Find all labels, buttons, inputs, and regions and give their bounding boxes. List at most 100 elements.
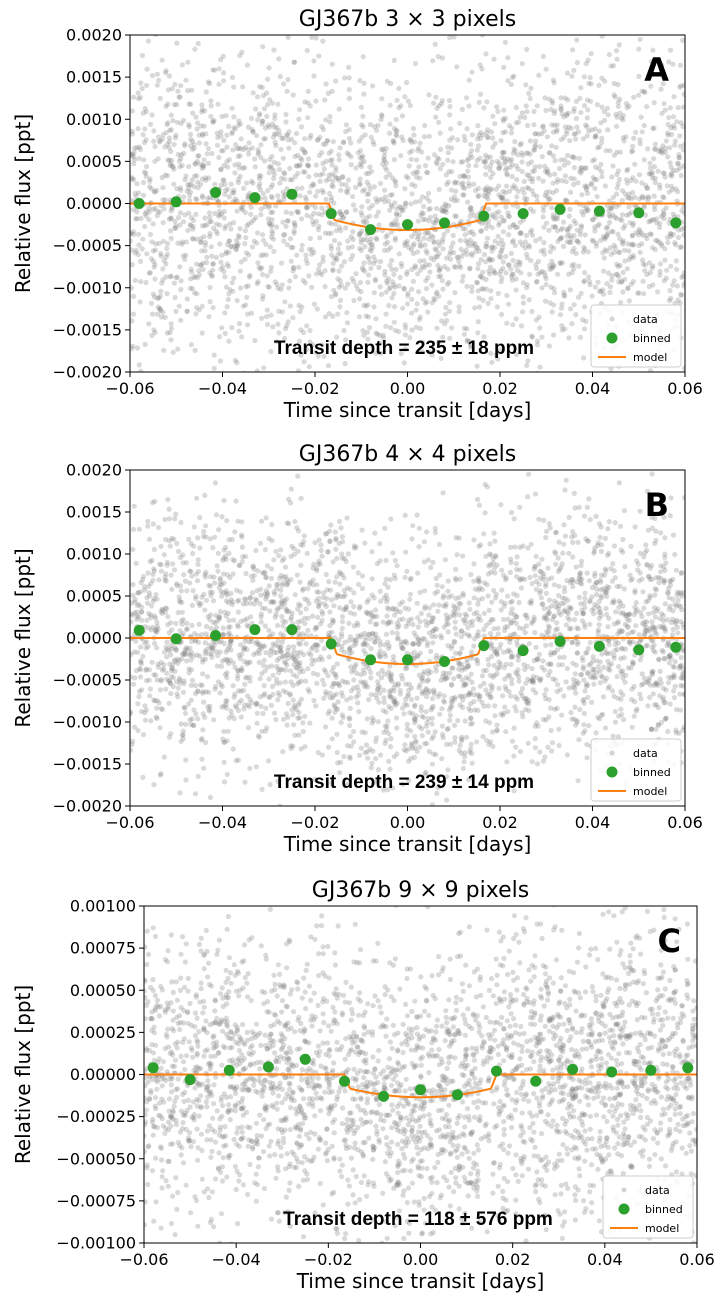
data-point <box>603 225 610 231</box>
data-point <box>650 245 656 251</box>
data-point <box>632 194 638 200</box>
data-point <box>130 151 134 157</box>
data-point <box>297 162 303 168</box>
data-point <box>452 694 458 700</box>
data-point <box>147 270 153 276</box>
data-point <box>203 597 210 604</box>
data-point <box>298 666 304 672</box>
data-point <box>270 672 276 678</box>
data-point <box>492 121 498 127</box>
data-point <box>487 167 493 173</box>
data-point <box>431 239 437 245</box>
data-point <box>592 224 598 230</box>
data-point <box>617 610 624 616</box>
data-point <box>579 607 585 613</box>
data-point <box>183 252 189 258</box>
binned-point <box>170 196 182 208</box>
data-point <box>542 163 548 169</box>
data-point <box>620 269 626 276</box>
data-point <box>240 84 246 90</box>
data-point <box>482 510 488 516</box>
data-point <box>501 160 508 167</box>
data-point <box>304 260 310 267</box>
data-point <box>471 611 477 617</box>
data-point <box>477 62 483 68</box>
data-point <box>355 700 361 706</box>
data-point <box>430 219 436 225</box>
data-point <box>646 171 652 177</box>
data-point <box>223 701 229 708</box>
data-point <box>221 137 227 143</box>
data-point <box>494 651 500 657</box>
data-point <box>298 746 304 752</box>
data-point <box>267 652 273 658</box>
data-point <box>462 185 468 191</box>
data-point <box>630 222 636 229</box>
data-point <box>227 574 233 581</box>
data-point <box>282 299 288 305</box>
data-point <box>218 129 224 135</box>
data-point <box>619 628 625 635</box>
data-point <box>550 262 556 268</box>
data-point <box>478 542 484 548</box>
data-point <box>176 675 183 682</box>
data-point <box>464 613 470 619</box>
data-point <box>220 632 226 638</box>
data-point <box>662 716 668 723</box>
data-point <box>180 732 186 738</box>
data-point <box>295 210 301 216</box>
data-point <box>295 152 301 158</box>
data-point <box>174 581 180 587</box>
data-point <box>235 672 241 679</box>
data-point <box>401 711 407 717</box>
data-point <box>293 163 299 169</box>
data-point <box>537 163 543 170</box>
data-point <box>490 170 496 177</box>
data-point <box>429 615 436 621</box>
data-point <box>263 314 270 320</box>
data-point <box>338 719 344 726</box>
data-point <box>532 142 538 148</box>
data-point <box>574 579 581 585</box>
data-point <box>213 221 220 227</box>
data-point <box>581 74 587 80</box>
data-point <box>197 240 204 246</box>
data-point <box>410 745 416 751</box>
data-point <box>331 255 337 261</box>
data-point <box>466 338 472 344</box>
data-point <box>314 137 320 143</box>
data-point <box>641 291 647 297</box>
data-point <box>163 254 169 260</box>
data-point <box>197 602 203 609</box>
data-point <box>329 668 335 674</box>
data-point <box>275 778 281 784</box>
data-point <box>237 268 243 274</box>
data-point <box>382 581 388 587</box>
data-point <box>376 651 382 657</box>
data-point <box>516 119 522 125</box>
data-point <box>173 132 179 138</box>
data-point <box>226 338 232 344</box>
data-point <box>428 669 434 675</box>
data-point <box>371 614 377 620</box>
data-point <box>454 64 460 70</box>
data-point <box>443 675 449 682</box>
data-point <box>317 235 323 241</box>
data-point <box>357 230 363 236</box>
data-point <box>470 240 476 246</box>
data-point <box>620 135 626 141</box>
data-point <box>152 205 159 211</box>
data-point <box>394 97 400 103</box>
data-point <box>292 153 298 160</box>
data-point <box>273 143 279 149</box>
data-point <box>522 114 528 121</box>
data-point <box>520 294 526 300</box>
data-point <box>145 518 151 525</box>
data-point <box>543 528 550 534</box>
data-point <box>178 278 184 284</box>
data-point <box>636 196 643 202</box>
data-point <box>635 232 642 238</box>
data-point <box>294 208 300 214</box>
data-point <box>157 307 164 314</box>
data-point <box>357 181 363 187</box>
